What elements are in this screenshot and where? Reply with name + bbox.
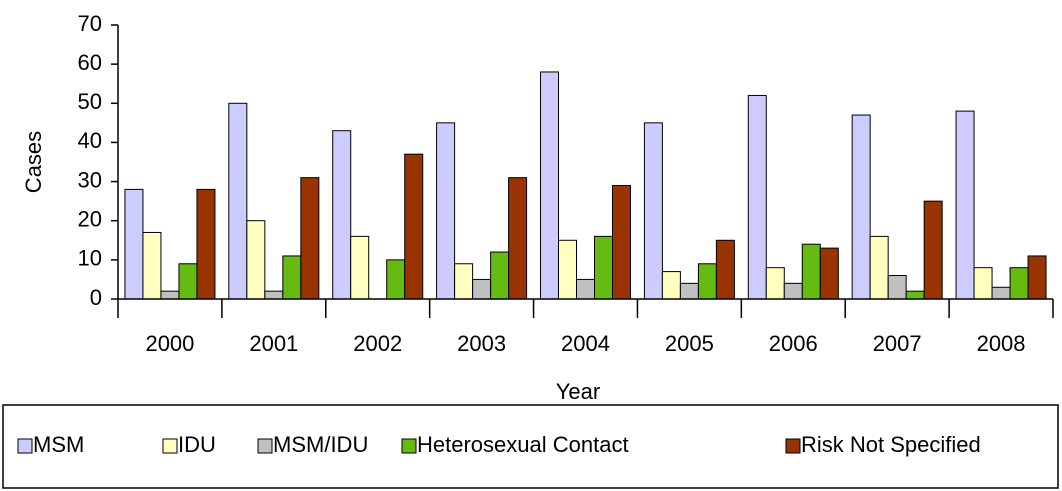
x-tick-label: 2004 xyxy=(561,331,610,356)
bar xyxy=(923,200,943,300)
legend-label: MSM/IDU xyxy=(273,432,368,457)
bar xyxy=(747,94,767,300)
bar xyxy=(576,278,595,300)
bar xyxy=(282,255,302,300)
bar xyxy=(643,122,663,300)
legend-swatch xyxy=(162,438,178,454)
y-tick-label: 40 xyxy=(78,128,102,153)
bar xyxy=(905,290,925,300)
bar xyxy=(887,275,907,300)
bar xyxy=(697,263,717,300)
y-tick-label: 50 xyxy=(78,89,102,114)
legend-label: IDU xyxy=(178,432,216,457)
legend-box xyxy=(2,404,1059,489)
legend-swatch xyxy=(17,438,33,454)
bar xyxy=(228,102,248,300)
bar xyxy=(869,235,889,300)
bar xyxy=(661,271,681,300)
bar xyxy=(679,282,699,300)
y-tick-label: 30 xyxy=(78,167,102,192)
y-axis-title: Cases xyxy=(21,131,46,193)
bar xyxy=(490,251,510,300)
bar xyxy=(160,290,180,300)
y-tick-label: 20 xyxy=(78,207,102,232)
bar xyxy=(1009,267,1029,300)
bar xyxy=(404,153,424,300)
bar xyxy=(558,239,577,300)
bar xyxy=(801,243,821,300)
y-tick-label: 60 xyxy=(78,50,102,75)
bar xyxy=(142,231,162,300)
bar xyxy=(264,290,284,300)
bar xyxy=(436,122,456,300)
x-axis-title: Year xyxy=(556,379,600,404)
bar xyxy=(715,239,735,300)
y-tick-label: 0 xyxy=(90,285,102,310)
x-tick-label: 2001 xyxy=(249,331,298,356)
bar xyxy=(594,235,613,300)
bar xyxy=(819,247,839,300)
bar xyxy=(1027,255,1047,300)
legend-swatch xyxy=(401,438,417,454)
bar xyxy=(472,278,492,300)
bar xyxy=(508,177,528,300)
x-tick-label: 2002 xyxy=(353,331,402,356)
bar xyxy=(991,286,1011,300)
legend-label: Heterosexual Contact xyxy=(417,432,629,457)
x-tick-label: 2006 xyxy=(769,331,818,356)
bar xyxy=(386,259,406,300)
legend-label: MSM xyxy=(33,432,84,457)
bar xyxy=(300,177,320,300)
legend-label: Risk Not Specified xyxy=(801,432,981,457)
x-tick-label: 2000 xyxy=(145,331,194,356)
legend-swatch xyxy=(785,438,801,454)
bar xyxy=(332,130,352,300)
x-tick-label: 2007 xyxy=(873,331,922,356)
x-tick-label: 2005 xyxy=(665,331,714,356)
legend-swatch xyxy=(257,438,273,454)
bar xyxy=(765,267,785,300)
bar xyxy=(196,188,216,300)
bar xyxy=(454,263,474,300)
bar xyxy=(612,184,631,300)
bar xyxy=(178,263,198,300)
bar xyxy=(540,71,559,300)
x-tick-label: 2003 xyxy=(457,331,506,356)
bar xyxy=(851,114,871,300)
bar xyxy=(124,188,144,300)
x-tick-label: 2008 xyxy=(977,331,1026,356)
bar xyxy=(350,235,370,300)
y-tick-label: 10 xyxy=(78,246,102,271)
bar xyxy=(783,282,803,300)
y-tick-label: 70 xyxy=(78,11,102,36)
bar xyxy=(955,110,975,300)
bar xyxy=(246,220,266,300)
bar xyxy=(973,267,993,300)
